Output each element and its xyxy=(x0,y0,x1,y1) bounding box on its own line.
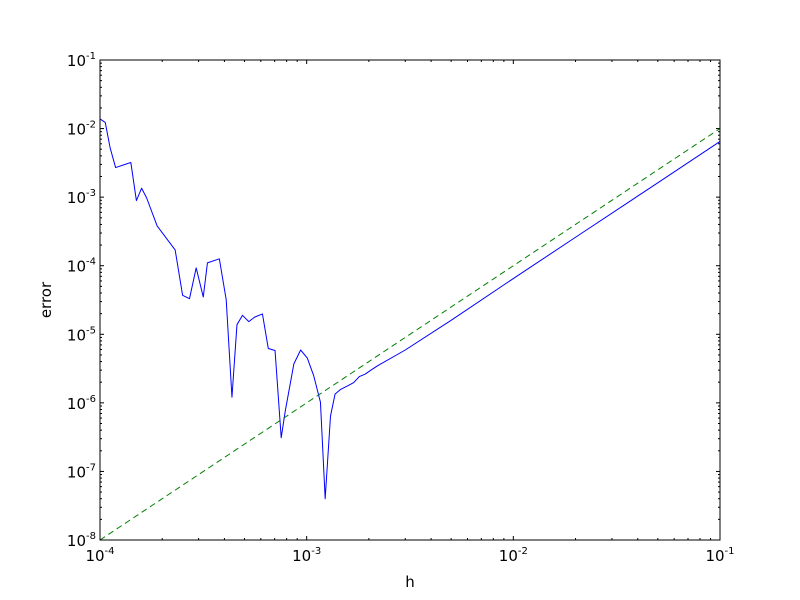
tick-labels: 10-4 10-3 10-2 10-1 10-8 10-7 10-6 10-5 10-4 10-3… xyxy=(67,51,735,565)
x-tick-label: 10-2 xyxy=(499,546,528,565)
y-tick-label: 10-3 xyxy=(67,188,96,207)
error-series-line xyxy=(99,118,721,500)
y-axis-label: error xyxy=(37,281,55,318)
plot-area xyxy=(100,60,720,540)
y-tick-label: 10-6 xyxy=(67,394,96,413)
y-tick-label: 10-8 xyxy=(67,531,96,550)
reference-line-dashed xyxy=(99,128,721,541)
y-tick-label: 10-1 xyxy=(67,51,96,70)
x-tick-label: 10-1 xyxy=(705,546,734,565)
x-tick-label: 10-3 xyxy=(292,546,321,565)
plot-frame xyxy=(99,59,721,541)
series-layer xyxy=(99,118,721,541)
y-tick-label: 10-7 xyxy=(67,462,96,481)
x-tick-label: 10-4 xyxy=(85,546,114,565)
x-axis-label: h xyxy=(405,573,415,591)
y-tick-label: 10-4 xyxy=(67,257,96,276)
y-tick-label: 10-5 xyxy=(67,325,96,344)
y-tick-label: 10-2 xyxy=(67,120,96,139)
